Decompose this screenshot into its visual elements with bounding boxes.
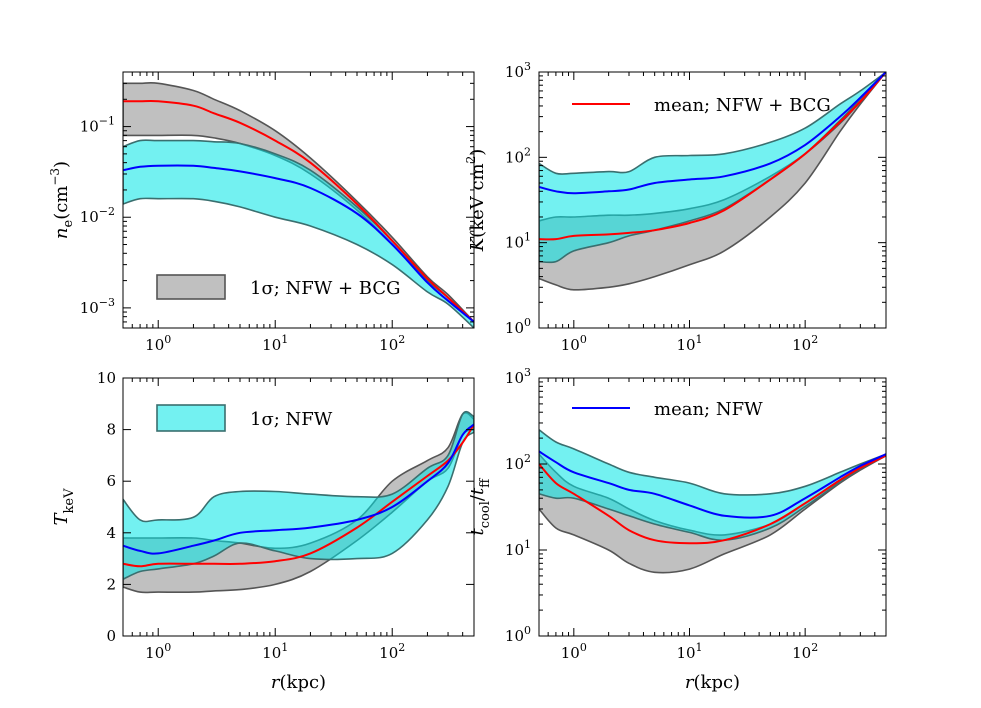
- K-legend: mean; NFW + BCG: [572, 95, 831, 116]
- y-tick-label: 2: [106, 575, 116, 593]
- x-tick-label: 100: [145, 641, 171, 662]
- x-tick-label: 102: [792, 641, 818, 662]
- x-tick-label: 101: [676, 333, 702, 354]
- x-tick-label: 102: [379, 641, 405, 662]
- K-y-axis-label: K(keV cm2): [464, 149, 488, 253]
- K-line-red: [539, 72, 886, 241]
- tratio-ticks: [538, 377, 887, 637]
- panel-entropy: 100 101 102 100 101 102 103 K(keV cm2) mean; NFW…: [464, 60, 887, 354]
- T-legend: 1σ; NFW: [156, 404, 333, 432]
- legend-swatch: [156, 404, 226, 432]
- ne-ticks: [122, 71, 475, 329]
- tratio-band-cyan: [539, 428, 886, 542]
- legend-label: mean; NFW: [654, 399, 763, 420]
- x-tick-label: 101: [262, 641, 288, 662]
- x-tick-label: 101: [676, 641, 702, 662]
- y-tick-label: 100: [505, 316, 531, 337]
- x-tick-label: 101: [262, 333, 288, 354]
- y-tick-label: 4: [106, 524, 116, 542]
- T-plot-area: [123, 410, 474, 594]
- y-tick-label: 8: [106, 421, 116, 439]
- legend-label: mean; NFW + BCG: [654, 95, 831, 116]
- y-tick-label: 10−3: [80, 296, 115, 317]
- T-axes-frame: [122, 377, 475, 637]
- legend-label: 1σ; NFW + BCG: [250, 278, 401, 299]
- ne-axes-frame: [122, 71, 475, 329]
- tratio-plot-area: [539, 428, 886, 574]
- panel-electron-density: 100 101 102 10−3 10−2 10−1 ne(cm−3) 1σ; NFW + B…: [48, 71, 475, 354]
- T-line-blue: [123, 423, 474, 555]
- x-tick-label: 100: [561, 333, 587, 354]
- x-tick-label: 102: [379, 333, 405, 354]
- tratio-line-blue: [539, 450, 886, 519]
- T-y-axis-label: TkeV: [51, 488, 77, 526]
- y-tick-label: 102: [505, 452, 531, 473]
- y-tick-label: 0: [106, 627, 116, 645]
- x-tick-label: 102: [792, 333, 818, 354]
- panel-cooling-freefall-ratio: 100 101 102 100 101 102 103 tcool/tff r(kpc) mean…: [467, 366, 887, 693]
- y-tick-label: 6: [106, 472, 116, 490]
- x-tick-label: 100: [561, 641, 587, 662]
- panel-temperature: 100 101 102 0 2 4 6 8 10 TkeV r(kpc) 1σ; NFW: [51, 369, 475, 693]
- ne-legend: 1σ; NFW + BCG: [156, 274, 401, 300]
- ne-band-cyan: [123, 139, 474, 328]
- y-tick-label: 100: [505, 624, 531, 645]
- T-ticks: [122, 377, 475, 637]
- ne-line-red: [123, 99, 474, 323]
- tratio-x-axis-label: r(kpc): [685, 672, 740, 693]
- y-tick-label: 103: [505, 366, 531, 387]
- y-tick-label: 10: [97, 369, 116, 387]
- tratio-y-axis-label: tcool/tff: [467, 477, 493, 536]
- y-tick-label: 10−1: [80, 115, 115, 136]
- K-ticks: [538, 71, 887, 329]
- y-tick-label: 101: [505, 231, 531, 252]
- y-tick-label: 10−2: [80, 205, 115, 226]
- tratio-legend: mean; NFW: [572, 399, 763, 420]
- ne-y-axis-label: ne(cm−3): [48, 161, 76, 239]
- tratio-line-red: [539, 454, 886, 545]
- T-x-axis-label: r(kpc): [271, 672, 326, 693]
- K-line-blue: [539, 72, 886, 195]
- legend-label: 1σ; NFW: [250, 409, 333, 430]
- y-tick-label: 101: [505, 538, 531, 559]
- legend-swatch: [156, 274, 226, 300]
- y-tick-label: 103: [505, 60, 531, 81]
- T-line-red: [123, 423, 474, 568]
- K-axes-frame: [538, 71, 887, 329]
- x-tick-label: 100: [145, 333, 171, 354]
- ne-line-blue: [123, 164, 474, 323]
- y-tick-label: 102: [505, 145, 531, 166]
- tratio-axes-frame: [538, 377, 887, 637]
- T-band-cyan: [123, 410, 474, 581]
